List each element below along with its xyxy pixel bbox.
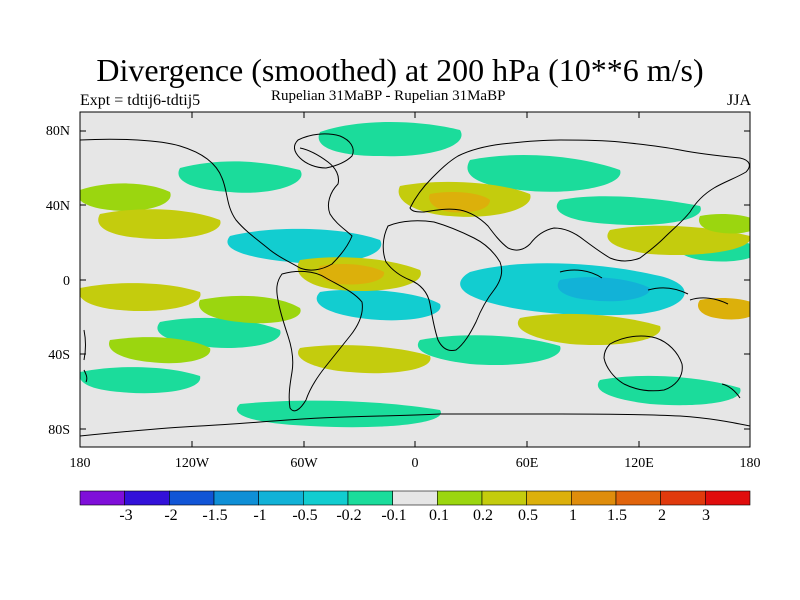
x-tick-label: 180 [739,456,761,471]
field-patch [318,264,385,285]
coast-island [689,297,729,305]
colorbar-swatch [258,490,304,506]
field-patch [109,337,211,364]
y-tick-label: 0 [63,274,70,289]
colorbar-swatch [660,490,706,506]
colorbar-label: -2 [164,507,178,524]
colorbar-swatch [481,490,527,506]
field-patch [198,295,301,324]
field-patch [316,289,441,321]
colorbar-swatch [213,490,259,506]
colorbar-swatch [347,490,393,506]
colorbar-label: -1.5 [202,507,228,524]
field-patch [429,192,490,213]
field-patch [98,209,221,240]
coastlines [80,133,750,437]
colorbar-swatch [303,490,349,506]
coast-australia [603,335,683,392]
experiment-label: Expt = tdtij6-tdtij5 [80,92,201,109]
map-title: Divergence (smoothed) at 200 hPa (10**6 … [96,52,704,88]
y-tick-label: 80N [45,124,70,139]
y-tick-label: 80S [48,423,70,438]
field-patch [467,155,621,192]
colorbar-label: -0.5 [292,507,318,524]
coast-island [647,287,689,295]
y-tick-label: 40N [45,199,70,214]
colorbar [79,490,751,506]
subtitle: Rupelian 31MaBP - Rupelian 31MaBP [271,88,506,104]
season-label: JJA [726,92,751,109]
field-patch [80,183,171,212]
coast-island [721,383,741,399]
x-tick-label: 60E [515,456,539,471]
colorbar-label: 1.5 [607,507,627,524]
divergence-field [80,122,750,428]
coast-north-america [80,138,353,271]
y-tick-label: 40S [48,348,70,363]
field-patch [699,214,750,234]
field-patch [298,345,431,374]
coast-greenland [293,133,354,169]
field-patch [178,161,302,193]
colorbar-label: 1 [569,507,577,524]
colorbar-label: -0.2 [336,507,362,524]
coast-island [83,329,86,361]
coast-africa [382,220,503,351]
colorbar-label: -1 [253,507,267,524]
colorbar-swatch [571,490,617,506]
x-tick-label: 120E [624,456,654,471]
coast-south-america [276,270,363,412]
x-tick-label: 0 [411,456,419,471]
colorbar-swatch [615,490,661,506]
colorbar-swatch [79,490,125,506]
x-tick-label: 180 [69,456,91,471]
field-patch [80,367,201,394]
field-patch [597,375,741,406]
field-patch [517,313,661,346]
colorbar-swatch [705,490,751,506]
field-patch [557,277,651,302]
colorbar-swatch [124,490,170,506]
colorbar-swatch [392,490,438,506]
field-patch [318,122,462,157]
colorbar-swatch [526,490,572,506]
colorbar-label: 0.2 [473,507,493,524]
colorbar-swatch [437,490,483,506]
field-patch [236,400,441,428]
x-tick-label: 120W [174,456,210,471]
field-patch [227,228,382,264]
field-patch [698,298,750,320]
colorbar-label: -3 [119,507,133,524]
field-patch [80,283,201,312]
coast-eurasia [409,139,750,262]
field-patch [556,196,701,226]
x-tick-label: 60W [290,456,318,471]
colorbar-label: 0.1 [429,507,449,524]
coast-antarctica [80,413,750,437]
coast-island [83,369,88,383]
field-patch [607,225,750,256]
colorbar-label: 0.5 [518,507,538,524]
colorbar-swatch [169,490,215,506]
field-patch [157,317,281,349]
axis-ticks [80,112,750,447]
coast-island [559,269,603,279]
field-patch [417,335,561,366]
colorbar-label: 2 [658,507,666,524]
colorbar-label: 3 [702,507,710,524]
colorbar-label: -0.1 [381,507,407,524]
